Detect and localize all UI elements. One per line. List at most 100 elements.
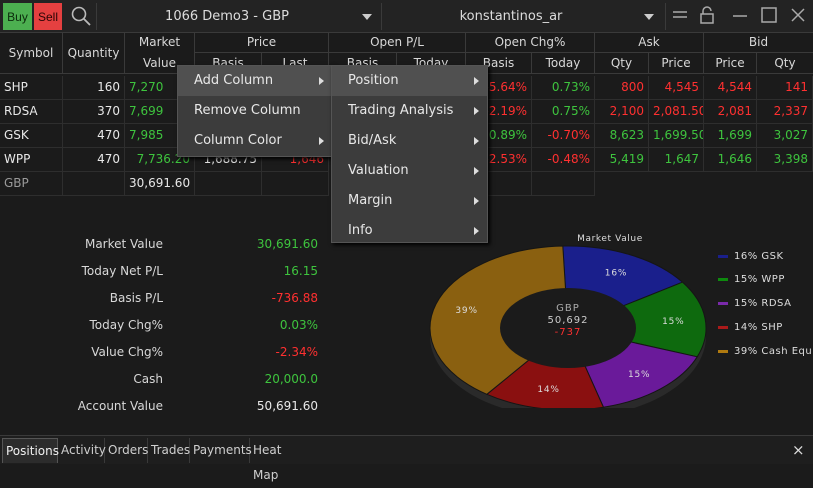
sell-button[interactable]: Sell [34,3,62,30]
legend-swatch [718,277,728,281]
buy-button[interactable]: Buy [3,3,32,30]
legend-item: 16% GSK [718,251,784,262]
menu-item-add-column[interactable]: Add Column [178,66,332,96]
menu-item-info[interactable]: Info [332,216,487,246]
slice-label: 15% [662,317,684,327]
column-subheader-chg-today[interactable]: Today [532,53,595,74]
cell-bid-price: 4,544 [704,76,757,100]
column-subheader-bid-qty[interactable]: Qty [757,53,813,74]
cell-quantity: 370 [63,100,125,124]
cell-bid-price: 1,646 [704,148,757,172]
total-empty [262,172,329,196]
total-market-value: 30,691.60 [125,172,195,196]
menu-item-trading-analysis[interactable]: Trading Analysis [332,96,487,126]
menu-item-remove-column[interactable]: Remove Column [194,103,301,118]
add-column-submenu: Position Trading Analysis Bid/Ask Valuat… [331,65,488,243]
column-subheader-bid-price[interactable]: Price [704,53,757,74]
tab-activity[interactable]: Activity [58,438,106,463]
slice-label: 15% [628,370,650,380]
account-select[interactable]: 1066 Demo3 - GBP [96,3,382,30]
cell-chg-today: -0.70% [532,124,595,148]
menu-item-margin[interactable]: Margin [332,186,487,216]
pie-slice-wpp[interactable] [566,281,707,358]
column-header-price[interactable]: Price [195,32,329,53]
cell-chg-today: -0.48% [532,148,595,172]
minimize-window-icon[interactable] [731,6,749,24]
chevron-right-icon [474,227,479,235]
tab-orders[interactable]: Orders [105,438,148,463]
column-subheader-ask-price[interactable]: Price [649,53,704,74]
cell-symbol: GSK [0,124,63,148]
summary-value: -736.88 [271,291,318,305]
column-header-ask[interactable]: Ask [595,32,704,53]
column-subheader-market-value[interactable]: Value [125,53,195,74]
chevron-right-icon [474,167,479,175]
column-header-symbol[interactable]: Symbol [0,32,63,74]
slice-label: 16% [605,269,627,279]
cell-bid-qty: 3,398 [757,148,813,172]
menu-item-column-color[interactable]: Column Color [178,126,332,156]
summary-value: 0.03% [279,318,318,332]
cell-symbol: RDSA [0,100,63,124]
summary-label: Today Net P/L [81,264,163,278]
cell-ask-price: 1,699.50 [649,124,704,148]
cell-ask-qty: 2,100 [595,100,649,124]
legend-item: 15% WPP [718,274,785,285]
close-icon[interactable] [789,6,807,24]
market-value-chart: Market Value GBP 50,692 -737 16% 15% 15% 14… [429,234,707,408]
search-icon[interactable] [70,5,92,27]
summary-label: Today Chg% [89,318,163,332]
column-header-market[interactable]: Market [125,32,195,53]
slice-label: 39% [455,306,477,316]
tab-payments[interactable]: Payments [190,438,252,463]
menu-item-valuation[interactable]: Valuation [332,156,487,186]
cell-bid-price: 1,699 [704,124,757,148]
close-panel-icon[interactable]: × [792,441,805,459]
user-select[interactable]: konstantinos_ar [381,3,666,30]
cell-ask-price: 4,545 [649,76,704,100]
summary-value: -2.34% [275,345,318,359]
menu-item-bid-ask[interactable]: Bid/Ask [332,126,487,156]
cell-symbol: WPP [0,148,63,172]
cell-bid-qty: 141 [757,76,813,100]
cell-quantity: 470 [63,148,125,172]
cell-bid-qty: 3,027 [757,124,813,148]
user-name: konstantinos_ar [459,9,563,24]
chevron-down-icon [362,14,372,20]
column-header-open-chg[interactable]: Open Chg% [466,32,595,53]
tab-trades[interactable]: Trades [148,438,190,463]
lock-icon[interactable] [698,6,716,24]
legend-swatch [718,301,728,305]
chevron-right-icon [474,77,479,85]
tab-positions[interactable]: Positions [2,438,59,463]
column-header-open-pl[interactable]: Open P/L [329,32,466,53]
cell-chg-basis: -5.64% [466,76,532,100]
cell-ask-qty: 5,419 [595,148,649,172]
chevron-right-icon [474,107,479,115]
tab-heat-map[interactable]: Heat Map [253,443,282,482]
legend-item: 14% SHP [718,322,783,333]
legend-item: 39% Cash Equ [718,346,812,357]
summary-label: Value Chg% [91,345,163,359]
column-header-quantity[interactable]: Quantity [63,32,125,74]
column-subheader-chg-basis[interactable]: Basis [466,53,532,74]
legend-swatch [718,349,728,353]
maximize-icon[interactable] [760,6,778,24]
minimize-icon[interactable] [671,6,689,24]
chevron-right-icon [474,197,479,205]
column-subheader-ask-qty[interactable]: Qty [595,53,649,74]
menu-item-position[interactable]: Position [332,66,487,96]
pie-slice-cash[interactable] [429,245,569,395]
legend-swatch [718,325,728,329]
summary-label: Basis P/L [109,291,163,305]
cell-quantity: 160 [63,76,125,100]
chevron-right-icon [319,77,324,85]
cell-quantity: 470 [63,124,125,148]
chevron-right-icon [474,137,479,145]
cell-ask-price: 1,647 [649,148,704,172]
legend-swatch [718,254,728,258]
column-header-bid[interactable]: Bid [704,32,813,53]
slice-label: 14% [537,385,559,395]
cell-chg-today: 0.75% [532,100,595,124]
total-empty [195,172,262,196]
